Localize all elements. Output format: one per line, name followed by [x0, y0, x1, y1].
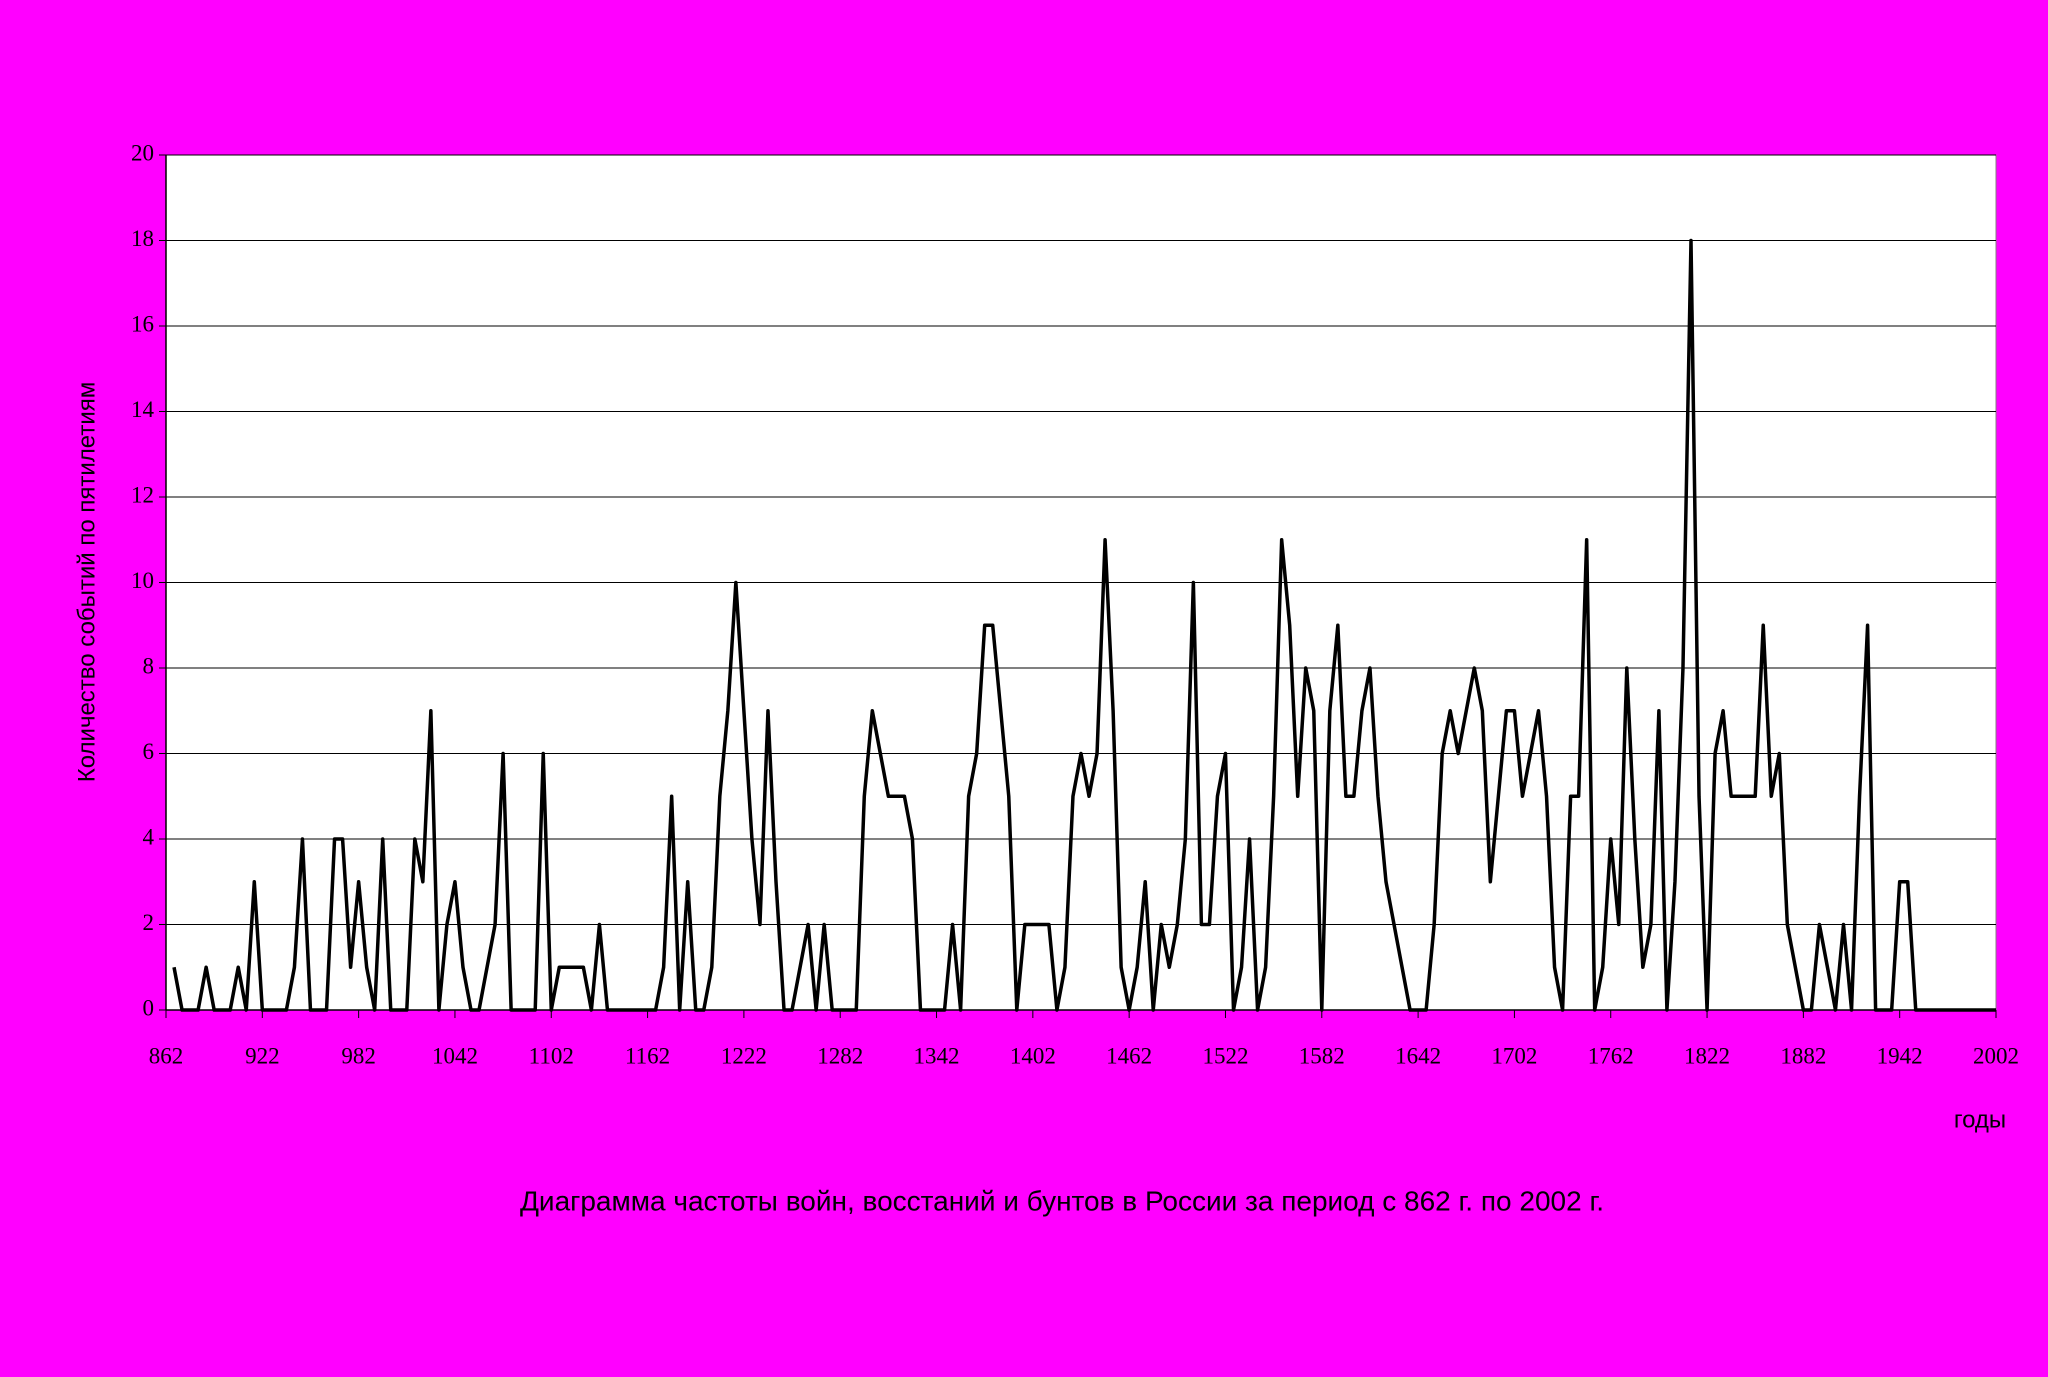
y-tick-label: 10 — [131, 568, 154, 593]
x-tick-label: 1042 — [432, 1043, 478, 1068]
data-line — [172, 238, 1996, 1012]
x-tick-label: 982 — [341, 1043, 376, 1068]
y-tick-label: 14 — [131, 397, 155, 422]
x-tick-label: 1102 — [529, 1043, 574, 1068]
y-tick-label: 16 — [131, 311, 154, 336]
y-tick-label: 12 — [131, 482, 154, 507]
chart-title: Диаграмма частоты войн, восстаний и бунт… — [520, 1185, 1604, 1216]
x-tick-label: 1462 — [1106, 1043, 1152, 1068]
y-tick-label: 0 — [143, 995, 155, 1020]
y-tick-label: 8 — [143, 653, 155, 678]
x-tick-label: 1522 — [1202, 1043, 1248, 1068]
x-tick-label: 2002 — [1973, 1043, 2019, 1068]
y-tick-label: 2 — [143, 910, 155, 935]
y-tick-label: 20 — [131, 140, 154, 165]
x-tick-label: 1882 — [1780, 1043, 1826, 1068]
x-tick-label: 1582 — [1299, 1043, 1345, 1068]
x-tick-label: 1702 — [1491, 1043, 1537, 1068]
x-tick-label: 1222 — [721, 1043, 767, 1068]
x-tick-label: 1822 — [1684, 1043, 1730, 1068]
y-tick-label: 6 — [143, 739, 155, 764]
x-tick-label: 1942 — [1877, 1043, 1923, 1068]
y-tick-label: 4 — [143, 824, 155, 849]
x-tick-label: 1642 — [1395, 1043, 1441, 1068]
y-axis-label: Количество событий по пятилетиям — [73, 382, 100, 783]
x-tick-label: 862 — [149, 1043, 184, 1068]
x-tick-label: 1162 — [625, 1043, 670, 1068]
x-axis-label: годы — [1954, 1106, 2006, 1133]
x-tick-label: 1762 — [1588, 1043, 1634, 1068]
y-tick-label: 18 — [131, 226, 154, 251]
x-tick-label: 1402 — [1010, 1043, 1056, 1068]
x-tick-label: 1342 — [914, 1043, 960, 1068]
x-tick-label: 922 — [245, 1043, 280, 1068]
x-tick-label: 1282 — [817, 1043, 863, 1068]
